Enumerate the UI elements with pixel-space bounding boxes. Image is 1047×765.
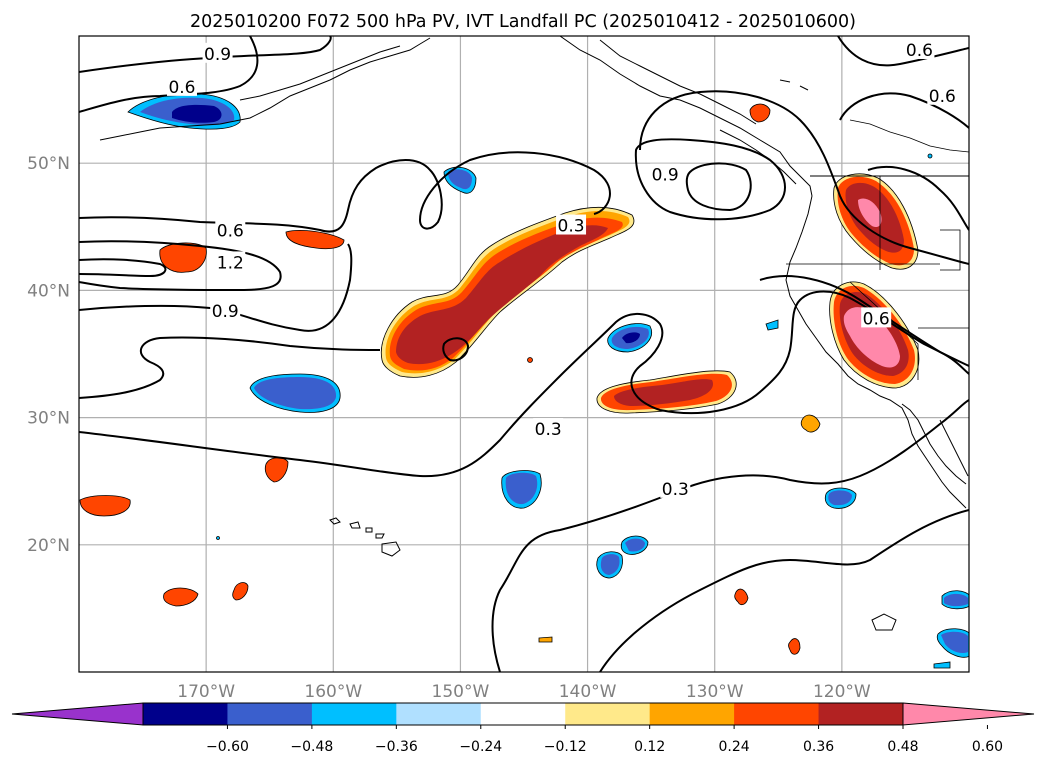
- small-positive-blobs: [79, 103, 821, 655]
- lon-tick-label: 120°W: [813, 682, 871, 702]
- contour-label-halo: [556, 214, 587, 235]
- colorbar-tick-label: 0.48: [887, 739, 918, 755]
- colorbar-extend-high: [902, 702, 1035, 726]
- colorbar-tick-label: 0.36: [803, 739, 834, 755]
- lat-tick-label: 20°N: [27, 536, 70, 556]
- contour-label: 0.3: [535, 420, 562, 440]
- colorbar-tick-label: −0.48: [290, 739, 333, 755]
- contour-label-halo: [166, 75, 197, 96]
- contour-label-halo: [927, 84, 958, 105]
- colorbar-segment: [227, 703, 313, 725]
- lat-tick-label: 30°N: [27, 409, 70, 429]
- ar-blob-california: [829, 281, 920, 389]
- contour-label-halo: [904, 38, 935, 59]
- colorbar-tick-label: −0.12: [544, 739, 587, 755]
- contour-label: 0.6: [906, 41, 933, 61]
- contour-label-halo: [861, 307, 892, 328]
- colorbar-frame: [142, 702, 904, 726]
- contour-label: 0.3: [662, 480, 689, 500]
- map-area: 0.9 0.6 0.6 1.2 0.9 0.3 0.9 0.3 0.3 0.6 0.6 0.6: [78, 35, 970, 673]
- latitude-tick-labels: 20°N 30°N 40°N 50°N: [27, 154, 70, 556]
- colorbar-tick-label: 0.12: [634, 739, 665, 755]
- shaded-field: [79, 93, 969, 669]
- contour-label: 0.6: [217, 222, 244, 242]
- lon-tick-label: 130°W: [686, 682, 744, 702]
- contour-label-halo: [215, 251, 246, 272]
- colorbar-segment: [734, 703, 820, 725]
- contour-label-halo: [210, 299, 241, 320]
- contour-label: 0.6: [929, 87, 956, 107]
- contour-label: 1.2: [217, 253, 244, 273]
- contour-label: 0.9: [204, 45, 231, 65]
- lon-tick-label: 140°W: [559, 682, 617, 702]
- colorbar-extend-low: [11, 702, 144, 726]
- lon-tick-label: 150°W: [432, 682, 490, 702]
- colorbar-segment: [649, 703, 735, 725]
- colorbar-tick-label: −0.24: [459, 739, 502, 755]
- lon-tick-label: 170°W: [177, 682, 235, 702]
- figure-title: 2025010200 F072 500 hPa PV, IVT Landfall…: [190, 12, 856, 32]
- lat-tick-label: 40°N: [27, 281, 70, 301]
- contour-label: 0.3: [558, 217, 585, 237]
- colorbar-tick-label: 0.60: [972, 739, 1003, 755]
- contour-label: 0.6: [168, 78, 195, 98]
- colorbar-segment: [480, 703, 566, 725]
- contour-label-halo: [650, 163, 681, 184]
- colorbar-segment: [143, 703, 228, 725]
- colorbar-segment: [565, 703, 651, 725]
- map-frame: [78, 35, 970, 673]
- colorbar-tick-label: −0.60: [206, 739, 249, 755]
- colorbar-tick-label: −0.36: [375, 739, 418, 755]
- map-background: [79, 36, 969, 672]
- colorbar-segment: [311, 703, 397, 725]
- contour-labels: 0.9 0.6 0.6 1.2 0.9 0.3 0.9 0.3 0.3 0.6 0.6 0.6: [166, 38, 958, 500]
- lat-tick-label: 50°N: [27, 154, 70, 174]
- contour-label: 0.9: [212, 302, 239, 322]
- colorbar-segment: [818, 703, 904, 725]
- negative-blobs: [127, 93, 969, 669]
- colorbar-segment: [396, 703, 482, 725]
- contour-label-halo: [215, 219, 246, 240]
- main-ar-band: [380, 206, 635, 378]
- contour-label-halo: [202, 42, 233, 63]
- contour-label-halo: [533, 418, 564, 439]
- coastlines: [99, 36, 969, 631]
- contour-label-halo: [660, 477, 691, 498]
- longitude-tick-labels: 170°W 160°W 150°W 140°W 130°W 120°W: [177, 682, 871, 702]
- contour-label: 0.6: [863, 309, 890, 329]
- pv-contours: [79, 36, 969, 672]
- colorbar-tick-label: 0.24: [719, 739, 750, 755]
- lon-tick-label: 160°W: [304, 682, 362, 702]
- colorbar: −0.60 −0.48 −0.36 −0.24 −0.12 0.12 0.24 0.36 0.4…: [11, 702, 1035, 755]
- contour-label: 0.9: [652, 166, 679, 186]
